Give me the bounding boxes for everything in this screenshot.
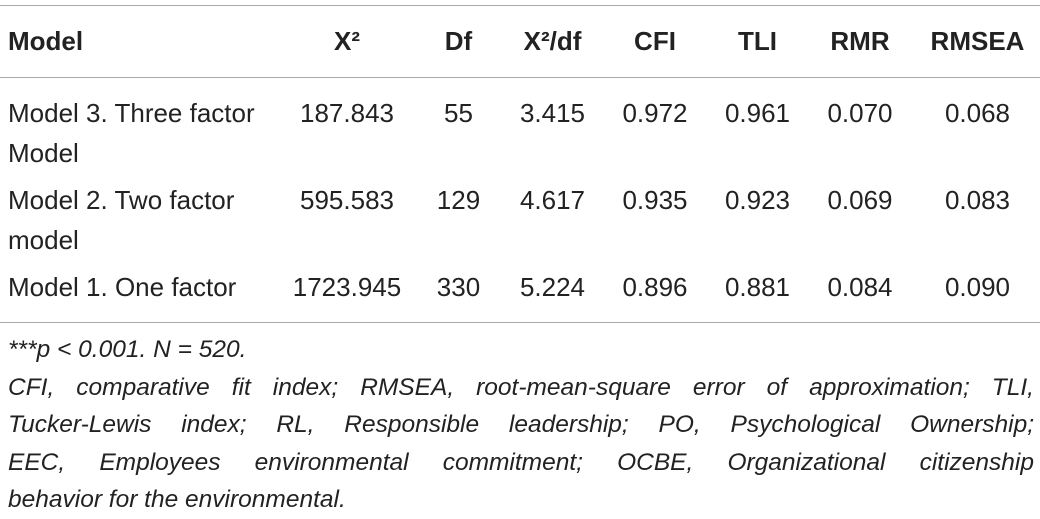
header-cell: TLI bbox=[738, 26, 777, 56]
model-name: Model 3. Three factor Model bbox=[8, 98, 255, 168]
table-row: Model 2. Two factor model 595.583 129 4.617… bbox=[0, 176, 1040, 263]
value-cell: 0.896 bbox=[622, 272, 688, 302]
value-cell: 5.224 bbox=[519, 272, 586, 302]
value-cell: 0.923 bbox=[724, 185, 791, 215]
table-header: Model X² Df X²/df CFI TLI RMR RMSEA bbox=[0, 5, 1040, 78]
value-cell: 0.090 bbox=[944, 272, 1011, 302]
header-cell: Df bbox=[444, 26, 473, 56]
value-cell: 4.617 bbox=[519, 185, 586, 215]
header-cell: RMSEA bbox=[930, 26, 1025, 56]
fit-table: Model X² Df X²/df CFI TLI RMR RMSEA Model 3. Th… bbox=[0, 5, 1040, 323]
value-cell: 0.070 bbox=[827, 98, 893, 128]
model-name: Model 2. Two factor model bbox=[8, 185, 235, 255]
value-cell: 330 bbox=[436, 272, 481, 302]
note-line: EEC, Employees environmental commitment;… bbox=[8, 448, 1034, 476]
header-cell: X²/df bbox=[523, 26, 582, 56]
value-cell: 0.069 bbox=[827, 185, 893, 215]
table-notes: ***p < 0.001. N = 520. CFI, comparative f… bbox=[8, 331, 1034, 519]
header-cell: X² bbox=[334, 26, 360, 56]
value-cell: 1723.945 bbox=[292, 272, 402, 302]
model-name: Model 1. One factor bbox=[8, 272, 237, 302]
header-cell: CFI bbox=[634, 26, 676, 56]
header-cell: Model bbox=[8, 26, 84, 56]
table-row: Model 3. Three factor Model 187.843 55 3.41… bbox=[0, 78, 1040, 177]
value-cell: 3.415 bbox=[519, 98, 586, 128]
header-row: Model X² Df X²/df CFI TLI RMR RMSEA bbox=[0, 5, 1040, 78]
value-cell: 0.084 bbox=[827, 272, 893, 302]
table-row: Model 1. One factor 1723.945 330 5.224 0.896… bbox=[0, 263, 1040, 323]
note-line: CFI, comparative fit index; RMSEA, root-… bbox=[8, 373, 1034, 401]
value-cell: 0.961 bbox=[724, 98, 791, 128]
value-cell: 0.083 bbox=[944, 185, 1011, 215]
value-cell: 187.843 bbox=[300, 98, 394, 128]
value-cell: 0.881 bbox=[724, 272, 791, 302]
table-body: Model 3. Three factor Model 187.843 55 3.41… bbox=[0, 78, 1040, 323]
header-cell: RMR bbox=[830, 26, 890, 56]
value-cell: 55 bbox=[444, 98, 473, 128]
value-cell: 129 bbox=[436, 185, 481, 215]
value-cell: 595.583 bbox=[300, 185, 394, 215]
note-line: Tucker-Lewis index; RL, Responsible lead… bbox=[8, 411, 1034, 438]
value-cell: 0.935 bbox=[622, 185, 688, 215]
note-line: ***p < 0.001. N = 520. bbox=[8, 336, 247, 363]
value-cell: 0.972 bbox=[622, 98, 688, 128]
note-line: behavior for the environmental. bbox=[8, 486, 346, 513]
value-cell: 0.068 bbox=[944, 98, 1011, 128]
